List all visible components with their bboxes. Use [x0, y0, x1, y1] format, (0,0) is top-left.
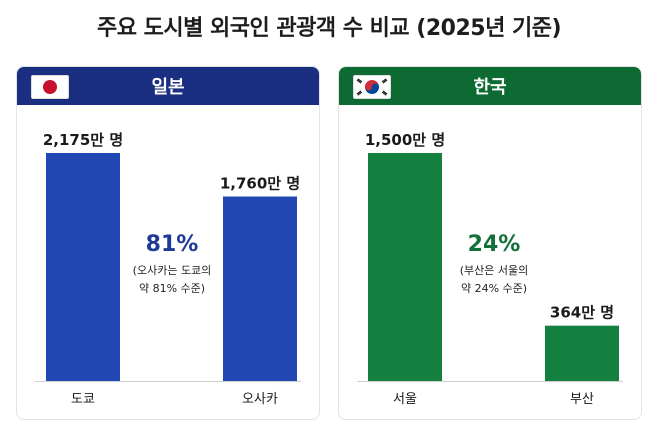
korea-bar-1 [545, 325, 619, 381]
japan-bar-1 [223, 196, 297, 381]
korea-value-label-0: 1,500만 명 [365, 131, 445, 149]
korea-panel-title: 한국 [473, 77, 507, 98]
japan-category-label-1: 오사카 [242, 392, 278, 407]
japan-value-label-0: 2,175만 명 [43, 131, 123, 149]
korea-category-label-1: 부산 [570, 392, 594, 407]
korea-ratio: 24% [468, 232, 521, 257]
japan-panel-header: 일본 [17, 67, 319, 105]
korea-category-label-0: 서울 [393, 392, 417, 407]
japan-panel-title: 일본 [151, 77, 185, 98]
japan-value-label-1: 1,760만 명 [220, 175, 300, 193]
korea-bar-0 [368, 153, 442, 381]
japan-flag-icon [31, 75, 69, 99]
japan-ratio-note-0: (오사카는 도쿄의 [133, 264, 212, 277]
korea-ratio-note-1: 약 24% 수준) [461, 281, 527, 295]
page-title: 주요 도시별 외국인 관광객 수 비교 (2025년 기준) [96, 16, 562, 41]
korea-flag-icon [353, 75, 391, 99]
japan-ratio-note-1: 약 81% 수준) [139, 281, 205, 295]
japan-category-label-0: 도쿄 [71, 392, 95, 407]
korea-value-label-1: 364만 명 [550, 304, 614, 322]
japan-bar-0 [46, 153, 120, 381]
korea-panel-header: 한국 [339, 67, 641, 105]
japan-ratio: 81% [146, 232, 199, 257]
korea-ratio-note-0: (부산은 서울의 [460, 264, 529, 277]
